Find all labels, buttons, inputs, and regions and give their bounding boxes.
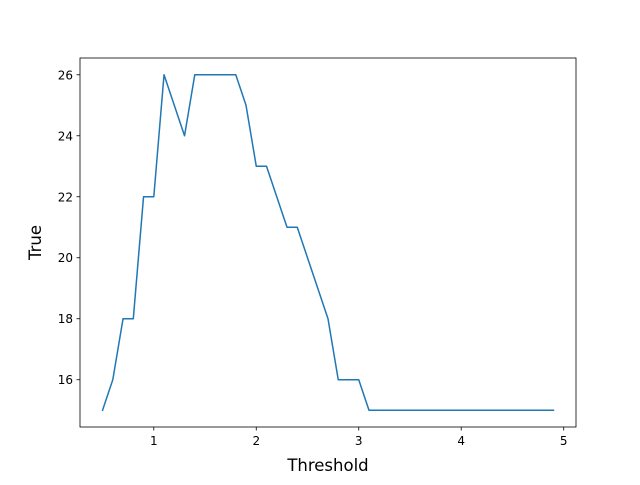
series-layer — [101, 74, 555, 412]
x-axis-ticks: 1 2 3 4 5 — [150, 427, 568, 448]
x-tick-label: 3 — [355, 434, 363, 448]
y-tick-label: 20 — [58, 251, 73, 265]
y-axis-title: True — [26, 225, 45, 261]
x-tick-label: 1 — [150, 434, 158, 448]
y-tick-label: 18 — [58, 312, 73, 326]
x-tick-label: 2 — [252, 434, 260, 448]
x-tick-label: 5 — [560, 434, 568, 448]
plot-frame — [79, 57, 577, 428]
y-tick-label: 16 — [58, 373, 73, 387]
x-axis-title: Threshold — [286, 456, 368, 475]
plot-area — [80, 58, 576, 427]
y-tick-label: 26 — [58, 68, 73, 82]
y-axis-ticks: 16 18 20 22 24 26 — [58, 68, 80, 387]
x-tick-label: 4 — [457, 434, 465, 448]
series-line-0 — [101, 74, 555, 412]
y-tick-label: 22 — [58, 190, 73, 204]
y-tick-label: 24 — [58, 129, 73, 143]
